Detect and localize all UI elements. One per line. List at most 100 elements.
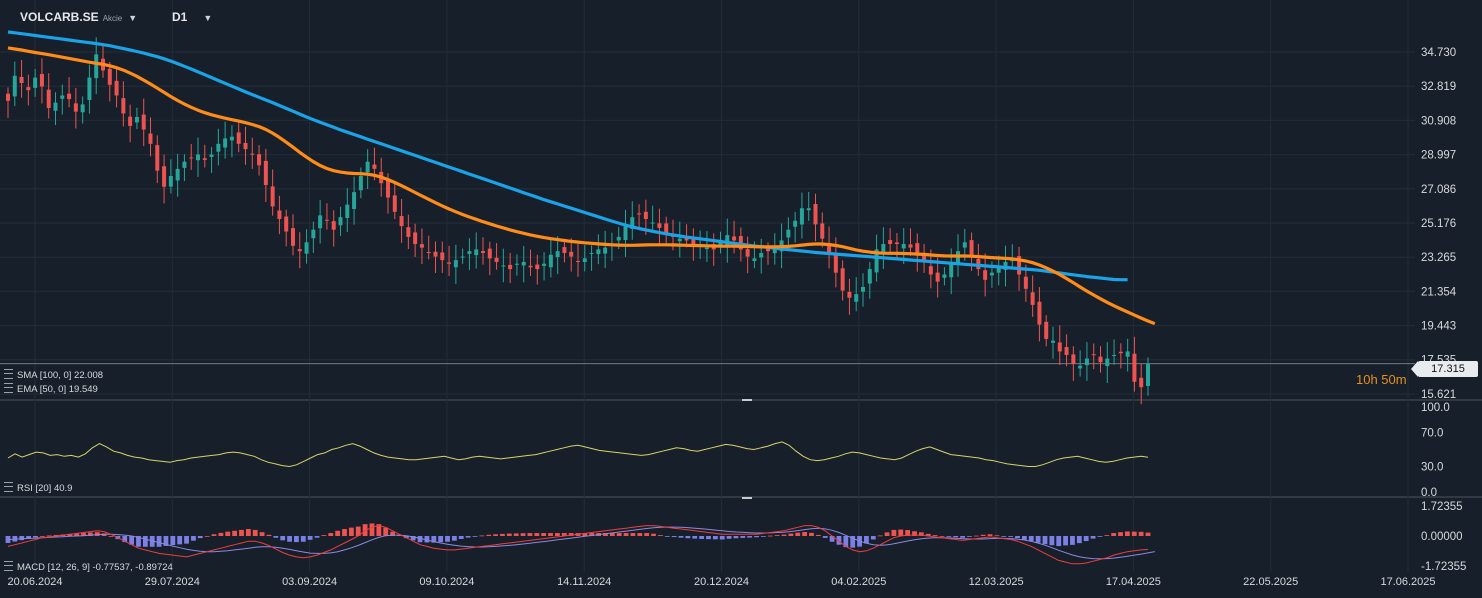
macd-pane: [5, 523, 1155, 565]
candle-body: [1051, 340, 1055, 343]
candle-body: [250, 153, 255, 155]
last-price-tag: 17.315: [1411, 361, 1478, 377]
y-tick-label: 21.354: [1421, 286, 1457, 298]
candle-body: [793, 220, 798, 227]
candle-body: [989, 272, 994, 276]
chevron-down-icon: ▼: [128, 13, 138, 23]
macd-histogram-bar: [259, 532, 265, 536]
candle-body: [236, 132, 241, 144]
candle-body: [806, 208, 811, 211]
macd-histogram-bar: [644, 533, 650, 536]
macd-histogram-bar: [362, 524, 368, 536]
candle-body: [345, 204, 350, 218]
candle-body: [745, 249, 750, 257]
candle-body: [134, 116, 139, 123]
candle-body: [67, 93, 72, 100]
macd-histogram-bar: [417, 536, 423, 543]
candle-body: [514, 263, 519, 265]
candle-body: [1023, 276, 1028, 289]
menu-icon[interactable]: [4, 383, 13, 393]
macd-histogram-bar: [664, 536, 670, 537]
candle-body: [263, 160, 268, 185]
candle-body: [162, 166, 167, 187]
macd-histogram-bar: [287, 536, 292, 542]
menu-icon[interactable]: [4, 369, 13, 379]
macd-histogram-bar: [184, 536, 189, 544]
macd-histogram-bar: [994, 535, 1000, 537]
macd-histogram-bar: [245, 529, 251, 536]
macd-histogram-bar: [252, 529, 258, 536]
candle-body: [148, 133, 153, 144]
symbol-selector[interactable]: VOLCARB.SE Akcie ▼: [20, 10, 137, 28]
candle-body: [243, 142, 248, 150]
macd-histogram-bar: [1015, 536, 1020, 539]
candle-body: [772, 247, 777, 254]
candle-body: [555, 251, 560, 258]
macd-histogram-bar: [836, 536, 842, 545]
macd-histogram-bar: [671, 536, 677, 538]
legend-macd[interactable]: MACD [12, 26, 9] -0.77537, -0.89724: [4, 561, 173, 573]
candle-body: [331, 221, 336, 230]
macd-histogram-bar: [1145, 532, 1151, 536]
macd-histogram-bar: [472, 536, 478, 537]
macd-histogram-bar: [527, 533, 533, 536]
candle-body: [257, 154, 262, 166]
candle-body: [596, 249, 601, 255]
rsi-label: RSI [20] 40.9: [17, 483, 73, 494]
macd-histogram-bar: [973, 535, 979, 537]
macd-histogram-bar: [342, 529, 347, 536]
macd-histogram-bar: [788, 533, 794, 536]
candle-body: [46, 89, 51, 109]
menu-icon[interactable]: [4, 561, 13, 571]
menu-icon[interactable]: [4, 482, 13, 492]
macd-histogram-bar: [506, 533, 512, 536]
legend-sma[interactable]: SMA [100, 0] 22.008: [4, 369, 103, 381]
candle-body: [616, 236, 621, 241]
macd-histogram-bar: [1090, 536, 1096, 539]
candle-body: [956, 251, 960, 266]
candle-body: [392, 195, 397, 212]
timeframe-selector[interactable]: D1 ▼: [172, 10, 212, 28]
macd-histogram-bar: [369, 523, 375, 536]
y-tick-label: 19.443: [1421, 321, 1456, 333]
pane-resize-handle[interactable]: [742, 399, 752, 401]
candle-body: [766, 248, 770, 252]
candle-body: [874, 249, 879, 273]
candle-body: [1037, 301, 1042, 325]
macd-histogram-bar: [953, 536, 959, 538]
candle-body: [324, 219, 329, 221]
macd-histogram-bar: [918, 532, 924, 536]
candle-body: [867, 269, 872, 284]
candle-body: [657, 223, 662, 228]
candle-body: [494, 257, 499, 262]
macd-histogram-bar: [431, 536, 437, 543]
macd-histogram-bar: [479, 535, 485, 537]
candle-body: [216, 143, 221, 152]
candle-body: [664, 223, 669, 234]
candle-body: [840, 268, 845, 291]
candle-body: [589, 252, 594, 254]
rsi-line: [7, 441, 1149, 468]
candle-body: [521, 261, 526, 266]
legend-ema[interactable]: EMA [50, 0] 19.549: [4, 383, 98, 395]
macd-histogram-bar: [39, 536, 45, 537]
macd-histogram-bar: [685, 536, 691, 539]
legend-rsi[interactable]: RSI [20] 40.9: [4, 482, 72, 494]
axes: 20.06.2024 29.07.2024 03.09.2024 09.10.2024…: [7, 47, 1466, 588]
candle-body: [894, 242, 899, 245]
candle-body: [861, 286, 865, 292]
macd-histogram-bar: [699, 536, 705, 539]
macd-histogram-bar: [658, 535, 663, 536]
pane-resize-handle[interactable]: [742, 497, 752, 499]
ema-label: EMA [50, 0] 19.549: [17, 384, 98, 395]
y-tick-label: 15.621: [1421, 389, 1456, 401]
macd-histogram-bar: [630, 533, 636, 536]
macd-histogram-bar: [603, 533, 608, 536]
candle-body: [535, 264, 540, 270]
macd-histogram-bar: [355, 526, 361, 536]
macd-histogram-bar: [967, 536, 972, 537]
candle-body: [569, 251, 574, 257]
macd-histogram-bar: [1131, 531, 1137, 536]
candle-body: [630, 217, 635, 229]
